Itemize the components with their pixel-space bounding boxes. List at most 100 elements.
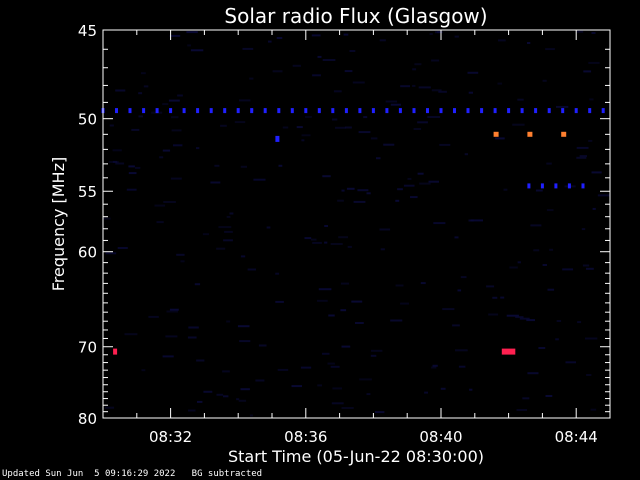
noise-speck: [242, 47, 254, 50]
noise-speck: [455, 349, 468, 352]
noise-speck: [346, 187, 355, 190]
noise-speck: [338, 236, 348, 239]
noise-speck: [407, 177, 412, 180]
x-tick-label: 08:36: [284, 428, 327, 446]
noise-speck: [344, 70, 353, 73]
noise-speck: [527, 372, 539, 375]
noise-speck: [324, 225, 328, 227]
emission-mark: [236, 108, 240, 114]
noise-speck: [488, 313, 499, 316]
noise-speck: [311, 238, 317, 241]
noise-speck: [431, 59, 440, 62]
noise-speck: [556, 105, 569, 108]
noise-speck: [512, 123, 525, 126]
noise-speck: [379, 39, 386, 42]
noise-speck: [105, 252, 117, 255]
noise-speck: [468, 91, 473, 94]
noise-speck: [353, 200, 366, 203]
y-tick-label: 70: [78, 339, 97, 357]
noise-speck: [418, 86, 431, 89]
emission-mark: [493, 131, 499, 137]
noise-speck: [196, 359, 205, 362]
emission-mark: [250, 108, 254, 114]
noise-speck: [591, 32, 596, 34]
updated-timestamp: Updated Sun Jun 5 09:16:29 2022: [2, 469, 176, 479]
noise-speck: [202, 233, 209, 236]
emission-mark: [439, 108, 443, 114]
noise-speck: [115, 162, 125, 165]
noise-speck: [376, 157, 381, 160]
emission-mark: [344, 108, 348, 114]
noise-speck: [585, 337, 598, 340]
noise-speck: [517, 98, 524, 101]
noise-speck: [223, 395, 229, 398]
noise-speck: [341, 189, 345, 192]
noise-speck: [498, 39, 506, 42]
noise-speck: [429, 33, 433, 35]
emission-mark: [331, 108, 335, 114]
y-tick-label: 55: [78, 183, 97, 201]
noise-speck: [538, 347, 546, 349]
noise-speck: [517, 261, 521, 264]
noise-speck: [417, 172, 424, 175]
noise-speck: [223, 239, 233, 242]
noise-speck: [355, 322, 364, 324]
noise-speck: [503, 188, 508, 191]
noise-speck: [203, 390, 213, 393]
noise-speck: [432, 364, 438, 367]
noise-speck: [515, 316, 524, 319]
noise-speck: [222, 370, 230, 373]
emission-mark: [275, 135, 280, 142]
noise-speck: [328, 314, 335, 317]
noise-speck: [535, 189, 543, 192]
emission-mark: [128, 108, 132, 114]
noise-speck: [282, 126, 289, 129]
noise-speck: [138, 115, 143, 118]
y-tick-label: 50: [78, 111, 97, 129]
noise-speck: [154, 204, 166, 207]
noise-speck: [255, 379, 265, 382]
emission-mark: [209, 108, 213, 114]
noise-speck: [335, 126, 346, 129]
noise-speck: [470, 219, 483, 222]
noise-speck: [210, 181, 221, 184]
emission-mark: [534, 108, 538, 114]
plot-frame: [102, 29, 611, 419]
noise-speck: [397, 188, 403, 191]
noise-speck: [590, 408, 597, 411]
noise-speck: [186, 31, 198, 34]
noise-speck: [317, 384, 322, 387]
noise-speck: [162, 355, 174, 358]
noise-speck: [176, 253, 185, 256]
noise-speck: [218, 226, 232, 229]
noise-speck: [412, 68, 417, 71]
noise-speck: [112, 160, 118, 163]
noise-speck: [312, 241, 322, 244]
noise-speck: [431, 89, 442, 92]
noise-speck: [431, 366, 437, 369]
noise-speck: [322, 59, 336, 61]
noise-speck: [224, 230, 233, 233]
noise-speck: [366, 192, 371, 195]
noise-speck: [135, 166, 141, 169]
emission-mark: [574, 108, 578, 114]
noise-speck: [266, 226, 271, 229]
noise-speck: [347, 245, 352, 248]
noise-speck: [509, 266, 518, 269]
noise-speck: [173, 144, 183, 147]
noise-speck: [333, 90, 342, 93]
noise-speck: [117, 247, 128, 249]
noise-speck: [317, 55, 322, 58]
noise-speck: [452, 324, 460, 327]
noise-speck: [545, 48, 555, 51]
emission-mark: [155, 108, 159, 114]
noise-speck: [433, 222, 446, 225]
emission-mark: [547, 108, 551, 114]
emission-mark: [426, 108, 429, 114]
noise-speck: [542, 264, 547, 266]
emission-mark: [196, 108, 200, 114]
noise-speck: [304, 237, 312, 240]
noise-speck: [177, 94, 183, 97]
noise-speck: [197, 400, 203, 403]
